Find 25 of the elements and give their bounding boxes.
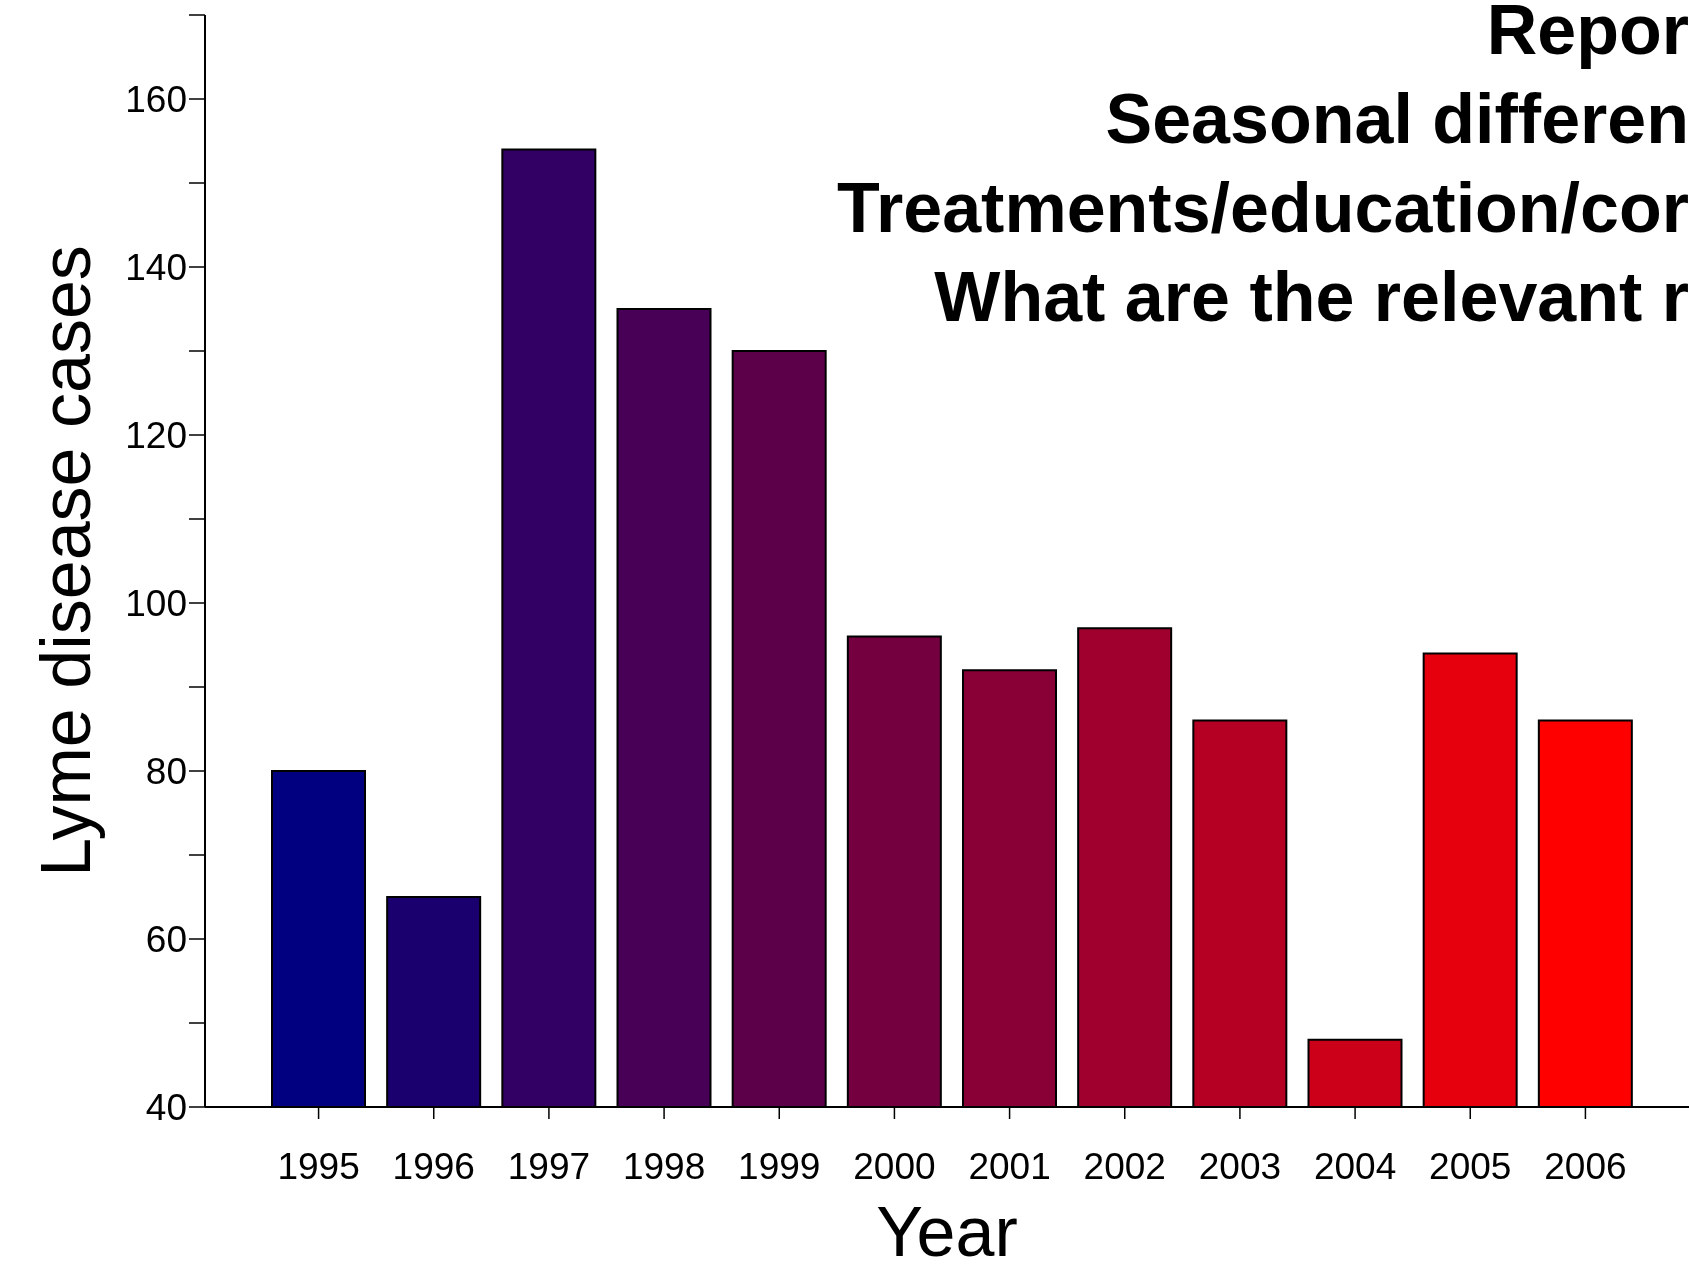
x-tick-label: 2006 xyxy=(1544,1146,1627,1188)
x-tick-label: 1995 xyxy=(277,1146,360,1188)
x-tick-label: 1998 xyxy=(622,1146,706,1188)
x-tick-label: 2005 xyxy=(1429,1146,1512,1188)
x-axis-title: Year xyxy=(876,1193,1018,1264)
y-tick-label: 80 xyxy=(145,751,187,793)
x-tick-label: 2002 xyxy=(1083,1146,1166,1188)
x-tick-label: 1997 xyxy=(507,1146,591,1188)
x-tick-label: 1996 xyxy=(392,1146,475,1188)
y-tick-label: 120 xyxy=(125,415,187,457)
annotation: Treatments/education/cor xyxy=(837,168,1689,249)
y-axis-title: Lyme disease cases xyxy=(26,245,105,877)
y-tick-label: 40 xyxy=(145,1087,187,1129)
annotation: Repor xyxy=(1485,0,1689,71)
x-tick-label: 2000 xyxy=(853,1146,936,1188)
x-tick-label: 2003 xyxy=(1198,1146,1282,1188)
x-tick-label: 2001 xyxy=(968,1146,1051,1188)
y-tick-label: 160 xyxy=(125,79,187,121)
y-tick-label: 60 xyxy=(145,919,187,961)
y-tick-label: 140 xyxy=(125,247,187,289)
x-tick-label: 2004 xyxy=(1313,1146,1397,1188)
y-tick-label: 100 xyxy=(125,583,187,625)
annotation: What are the relevant r xyxy=(933,257,1689,338)
annotation: Seasonal differen xyxy=(1104,79,1689,160)
x-tick-label: 1999 xyxy=(738,1146,821,1188)
